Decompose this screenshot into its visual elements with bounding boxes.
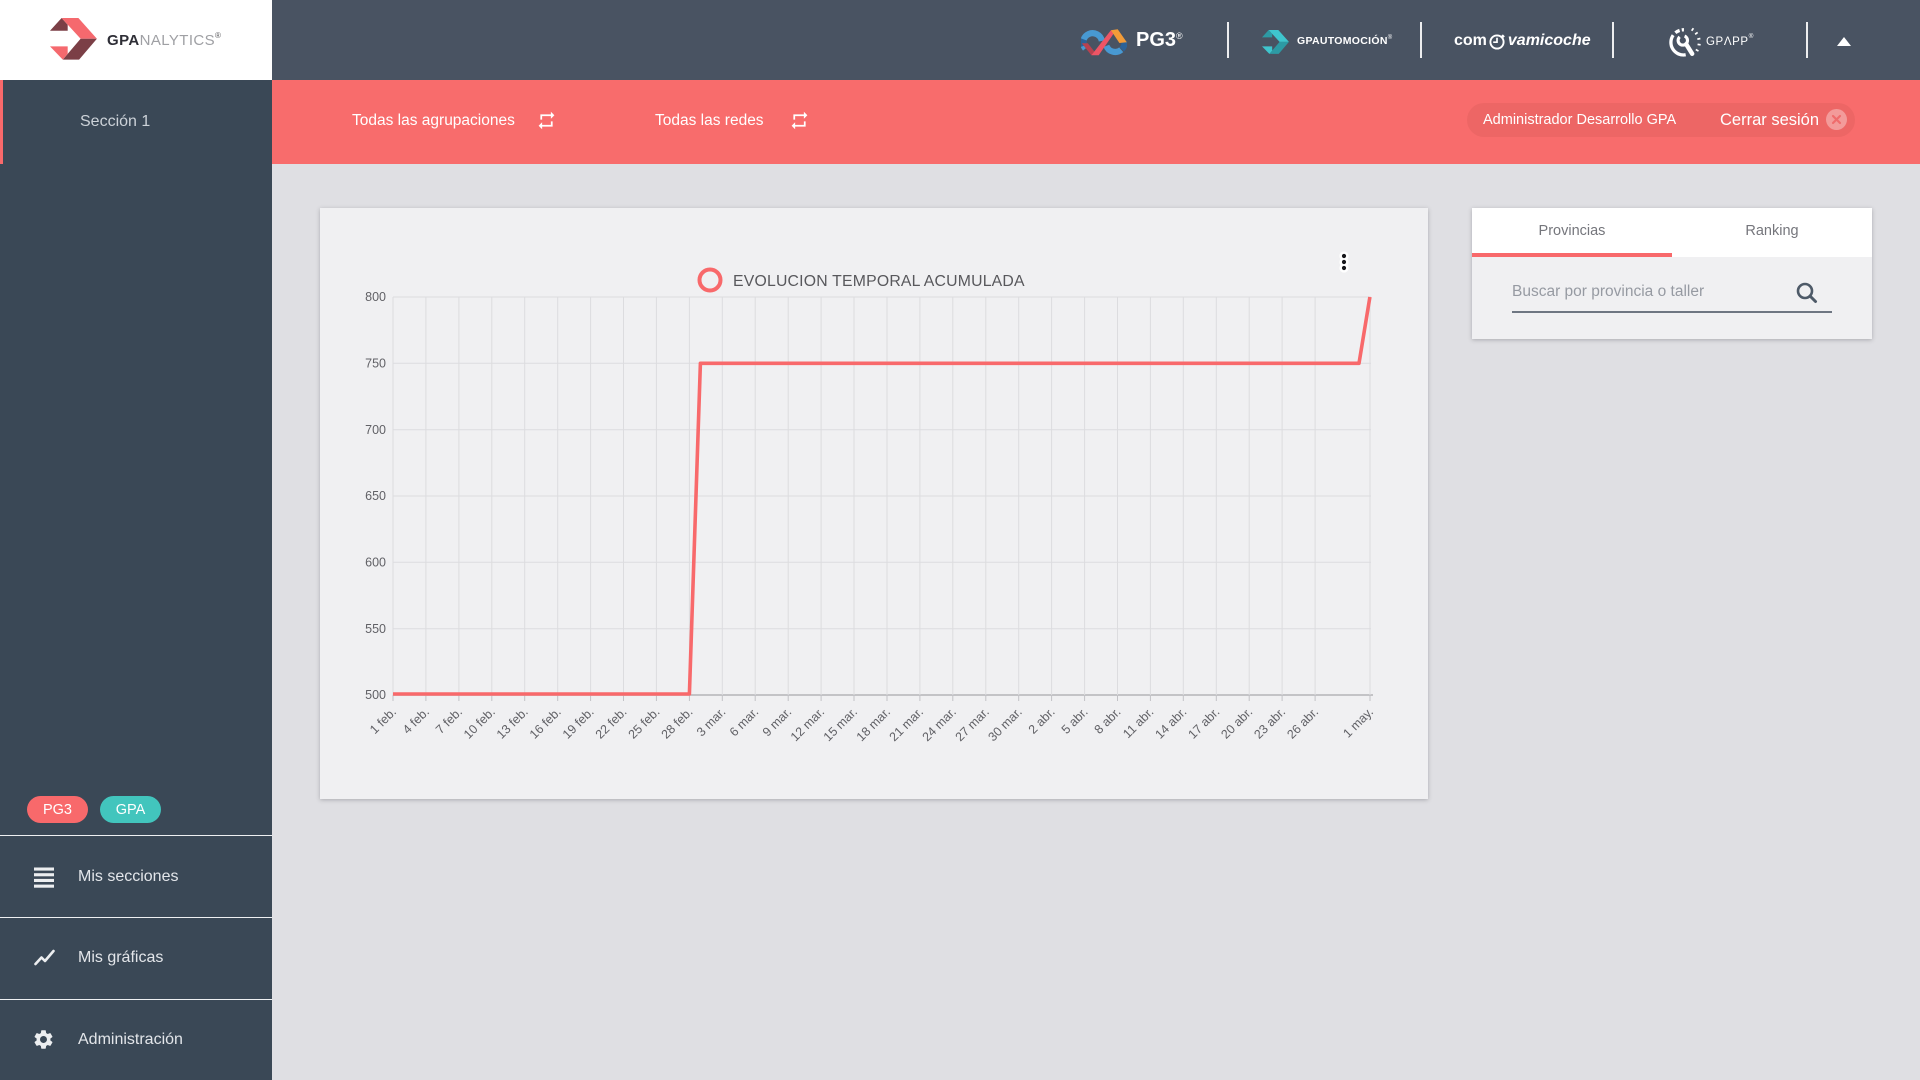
svg-text:22 feb.: 22 feb. [593, 705, 630, 742]
svg-text:11 abr.: 11 abr. [1120, 705, 1156, 741]
svg-text:1 may.: 1 may. [1340, 705, 1376, 741]
svg-text:3 mar.: 3 mar. [694, 705, 728, 739]
svg-text:10 feb.: 10 feb. [461, 705, 498, 742]
svg-text:2 abr.: 2 abr. [1026, 705, 1058, 737]
svg-text:4 feb.: 4 feb. [400, 705, 432, 737]
svg-text:26 abr.: 26 abr. [1284, 705, 1321, 742]
svg-text:550: 550 [365, 622, 386, 636]
svg-text:650: 650 [365, 489, 386, 503]
svg-text:12 mar.: 12 mar. [788, 705, 827, 744]
svg-text:6 mar.: 6 mar. [727, 705, 761, 739]
svg-text:16 feb.: 16 feb. [527, 705, 564, 742]
svg-text:20 abr.: 20 abr. [1218, 705, 1255, 742]
svg-text:19 feb.: 19 feb. [560, 705, 597, 742]
svg-text:13 feb.: 13 feb. [494, 705, 531, 742]
svg-text:700: 700 [365, 423, 386, 437]
svg-text:24 mar.: 24 mar. [920, 705, 959, 744]
svg-text:14 abr.: 14 abr. [1152, 705, 1189, 742]
svg-text:27 mar.: 27 mar. [953, 705, 992, 744]
svg-text:28 feb.: 28 feb. [659, 705, 696, 742]
svg-text:25 feb.: 25 feb. [626, 705, 663, 742]
svg-text:8 abr.: 8 abr. [1092, 705, 1124, 737]
svg-text:500: 500 [365, 688, 386, 702]
svg-text:800: 800 [365, 290, 386, 304]
svg-text:1 feb.: 1 feb. [367, 705, 399, 737]
svg-text:18 mar.: 18 mar. [854, 705, 893, 744]
svg-text:EVOLUCION TEMPORAL ACUMULADA: EVOLUCION TEMPORAL ACUMULADA [733, 273, 1025, 290]
svg-text:750: 750 [365, 357, 386, 371]
svg-text:5 abr.: 5 abr. [1059, 705, 1091, 737]
svg-text:600: 600 [365, 556, 386, 570]
svg-text:15 mar.: 15 mar. [821, 705, 860, 744]
svg-text:21 mar.: 21 mar. [887, 705, 926, 744]
svg-text:23 abr.: 23 abr. [1251, 705, 1288, 742]
svg-text:30 mar.: 30 mar. [985, 705, 1024, 744]
svg-text:17 abr.: 17 abr. [1185, 705, 1222, 742]
